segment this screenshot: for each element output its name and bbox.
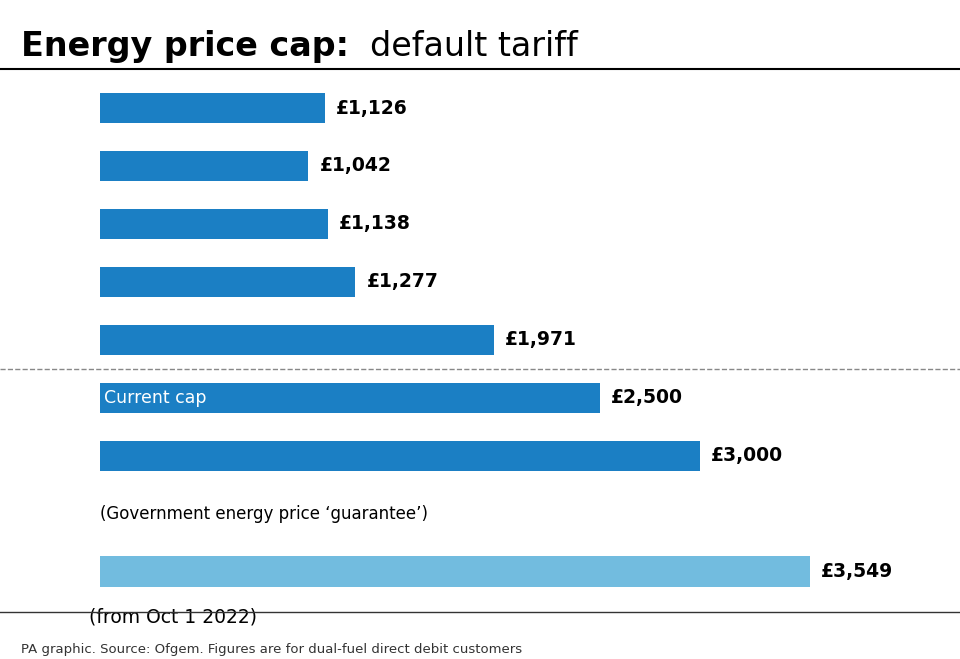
Text: Energy price cap:: Energy price cap: [21, 30, 349, 63]
Text: £1,126: £1,126 [336, 99, 408, 117]
Text: Current cap: Current cap [104, 389, 206, 407]
Text: £2,500: £2,500 [611, 388, 683, 407]
Text: £3,000: £3,000 [711, 446, 783, 465]
Text: PA graphic. Source: Ofgem. Figures are for dual-fuel direct debit customers: PA graphic. Source: Ofgem. Figures are f… [21, 643, 522, 656]
Bar [100, 556, 810, 587]
Text: £1,042: £1,042 [320, 156, 392, 175]
Text: £1,277: £1,277 [367, 272, 439, 291]
Bar [100, 151, 308, 181]
Bar [100, 441, 700, 471]
Bar [100, 267, 355, 297]
Text: default tariff: default tariff [370, 30, 577, 63]
Bar [100, 93, 325, 123]
Text: £1,138: £1,138 [339, 214, 411, 233]
Bar [100, 383, 600, 413]
Text: £3,549: £3,549 [821, 562, 893, 581]
Text: (Government energy price ‘guarantee’): (Government energy price ‘guarantee’) [100, 505, 428, 523]
Text: (from Oct 1 2022): (from Oct 1 2022) [89, 608, 257, 627]
Bar [100, 325, 494, 355]
Text: £1,971: £1,971 [505, 330, 577, 349]
Bar [100, 209, 327, 239]
